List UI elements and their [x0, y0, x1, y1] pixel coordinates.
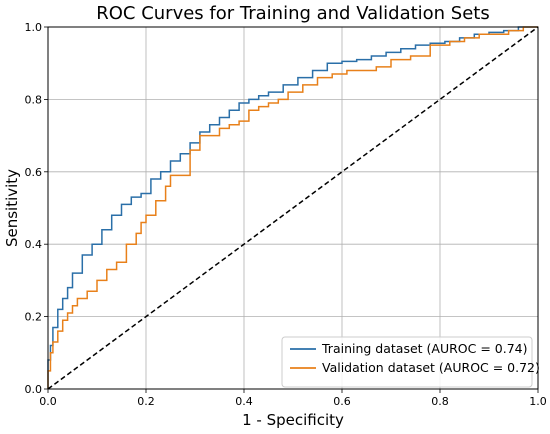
reference-diagonal-line — [47, 26, 539, 390]
y-tick-label: 0.8 — [25, 93, 43, 106]
y-tick-label: 1.0 — [25, 21, 43, 34]
series-line-1 — [47, 26, 538, 389]
legend-label: Training dataset (AUROC = 0.74) — [321, 341, 528, 356]
x-tick-label: 0.2 — [137, 395, 155, 408]
x-tick-label: 1.0 — [529, 395, 547, 408]
chart-title: ROC Curves for Training and Validation S… — [96, 3, 490, 24]
x-tick-label: 0.0 — [39, 395, 57, 408]
x-tick-label: 0.8 — [431, 395, 449, 408]
y-axis-ticks: 0.0 0.2 0.4 0.6 0.8 1.0 — [25, 21, 48, 396]
legend-label: Validation dataset (AUROC = 0.72) — [322, 360, 540, 375]
x-axis-ticks: 0.0 0.2 0.4 0.6 0.8 1.0 — [39, 389, 547, 408]
x-axis-label: 1 - Specificity — [242, 411, 344, 429]
legend: Training dataset (AUROC = 0.74) Validatio… — [281, 336, 540, 388]
y-tick-label: 0.0 — [25, 383, 43, 396]
plot-frame — [47, 26, 539, 390]
y-tick-label: 0.6 — [25, 166, 43, 179]
series-line-0 — [47, 26, 538, 389]
x-tick-label: 0.6 — [333, 395, 351, 408]
y-tick-label: 0.2 — [25, 311, 43, 324]
y-axis-label: Sensitivity — [3, 169, 21, 247]
series-layer — [47, 26, 539, 390]
x-tick-label: 0.4 — [235, 395, 253, 408]
legend-box — [281, 336, 533, 388]
y-tick-label: 0.4 — [25, 238, 43, 251]
